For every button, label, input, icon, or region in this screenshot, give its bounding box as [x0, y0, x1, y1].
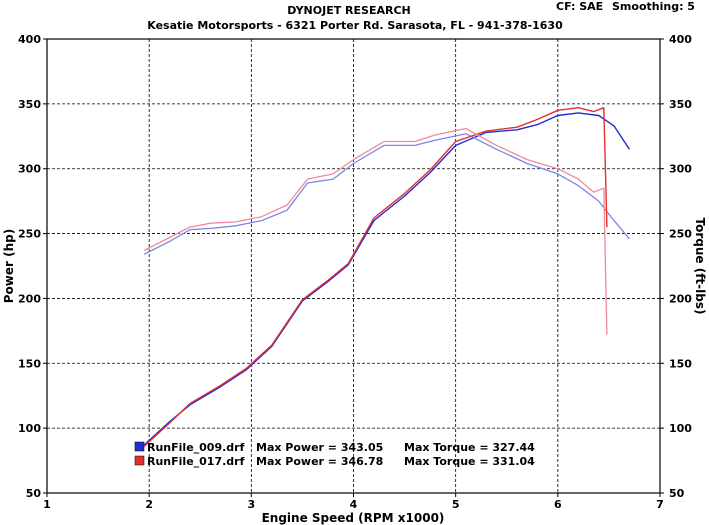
- y-axis-ticks: 50 100 150 200 250 300 350 400: [18, 33, 47, 500]
- legend: RunFile_009.drf Max Power = 343.05 Max T…: [134, 441, 535, 468]
- y2-tick-label: 50: [669, 487, 685, 500]
- cf-label: CF: SAE: [556, 0, 603, 13]
- x-axis-label: Engine Speed (RPM x1000): [262, 511, 445, 525]
- x-tick-label: 7: [656, 498, 664, 511]
- y2-tick-label: 250: [669, 228, 692, 241]
- smoothing-label: Smoothing: 5: [612, 0, 695, 13]
- x-axis-ticks: 1 2 3 4 5 6 7: [43, 493, 664, 511]
- torque-line-runfile-017-drf: [143, 127, 608, 335]
- y-tick-label: 250: [18, 228, 41, 241]
- legend-max-torque-run017: Max Torque = 331.04: [404, 455, 535, 468]
- power-line-runfile-009-drf: [143, 112, 630, 446]
- torque-line-runfile-009-drf: [143, 133, 630, 255]
- y2-tick-label: 400: [669, 33, 692, 46]
- y2-tick-label: 100: [669, 422, 692, 435]
- legend-max-power-run009: Max Power = 343.05: [256, 441, 383, 454]
- series-lines: [143, 106, 630, 447]
- x-tick-label: 2: [145, 498, 153, 511]
- y-tick-label: 150: [18, 357, 41, 370]
- y2-axis-label: Torque (ft-lbs): [693, 218, 707, 315]
- legend-swatch-run009: [134, 441, 145, 452]
- x-tick-label: 6: [554, 498, 562, 511]
- y-tick-label: 400: [18, 33, 41, 46]
- y-tick-label: 300: [18, 163, 41, 176]
- chart-title: DYNOJET RESEARCH: [287, 4, 410, 17]
- y-tick-label: 350: [18, 98, 41, 111]
- x-tick-label: 5: [452, 498, 460, 511]
- legend-max-torque-run009: Max Torque = 327.44: [404, 441, 535, 454]
- x-tick-label: 1: [43, 498, 51, 511]
- y-axis-label: Power (hp): [2, 229, 16, 303]
- y-tick-label: 100: [18, 422, 41, 435]
- y2-tick-label: 150: [669, 357, 692, 370]
- x-tick-label: 3: [248, 498, 256, 511]
- chart-subtitle: Kesatie Motorsports - 6321 Porter Rd. Sa…: [147, 19, 563, 32]
- y-tick-label: 50: [26, 487, 42, 500]
- power-line-runfile-017-drf: [143, 106, 608, 447]
- y2-tick-label: 200: [669, 292, 692, 305]
- y2-tick-label: 350: [669, 98, 692, 111]
- legend-name-run017: RunFile_017.drf: [147, 455, 245, 468]
- legend-max-power-run017: Max Power = 346.78: [256, 455, 383, 468]
- y2-axis-ticks: 50 100 150 200 250 300 350 400: [660, 33, 692, 500]
- y-tick-label: 200: [18, 292, 41, 305]
- x-tick-label: 4: [350, 498, 358, 511]
- legend-swatch-run017: [134, 455, 145, 466]
- legend-name-run009: RunFile_009.drf: [147, 441, 245, 454]
- y2-tick-label: 300: [669, 163, 692, 176]
